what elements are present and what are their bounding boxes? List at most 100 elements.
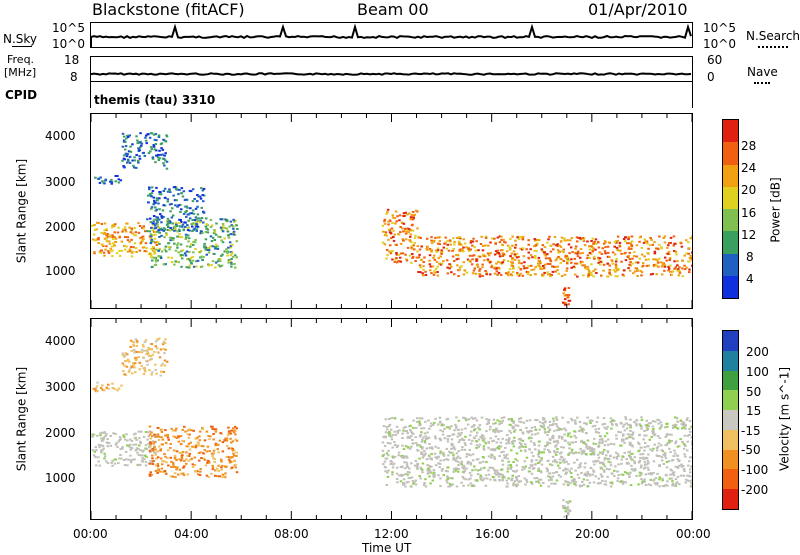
scatter-cell — [156, 218, 159, 221]
scatter-cell — [135, 351, 139, 353]
scatter-cell — [214, 266, 217, 269]
scatter-cell — [484, 474, 488, 477]
scatter-cell — [528, 419, 532, 422]
scatter-cell — [235, 439, 239, 442]
scatter-cell — [221, 441, 225, 444]
scatter-cell — [596, 431, 599, 434]
scatter-cell — [162, 340, 166, 343]
scatter-cell — [197, 444, 200, 447]
scatter-cell — [180, 236, 184, 239]
scatter-cell — [462, 439, 466, 442]
scatter-cell — [452, 470, 455, 473]
scatter-cell — [555, 444, 558, 447]
scatter-cell — [399, 480, 403, 483]
scatter-cell — [418, 475, 421, 478]
scatter-cell — [446, 438, 450, 441]
scatter-cell — [200, 206, 203, 209]
scatter-cell — [449, 243, 452, 246]
scatter-cell — [444, 469, 448, 472]
scatter-cell — [433, 270, 436, 273]
scatter-cell — [467, 247, 470, 250]
scatter-cell — [546, 475, 550, 478]
scatter-cell — [661, 479, 664, 482]
scatter-cell — [138, 440, 142, 443]
scatter-cell — [386, 208, 390, 211]
scatter-cell — [683, 470, 686, 472]
scatter-cell — [603, 250, 607, 253]
scatter-cell — [458, 269, 461, 271]
scatter-cell — [114, 241, 118, 243]
scatter-cell — [226, 254, 229, 257]
scatter-cell — [222, 475, 226, 478]
scatter-cell — [527, 265, 530, 268]
scatter-cell — [472, 237, 475, 240]
scatter-cell — [230, 461, 233, 463]
scatter-cell — [423, 256, 426, 259]
scatter-cell — [603, 240, 607, 243]
scatter-cell — [597, 241, 600, 243]
scatter-cell — [452, 457, 455, 460]
scatter-cell — [621, 438, 624, 441]
scatter-cell — [597, 445, 600, 448]
scatter-cell — [99, 432, 102, 435]
scatter-cell — [154, 260, 158, 263]
scatter-cell — [662, 463, 666, 465]
scatter-cell — [474, 417, 477, 420]
scatter-cell — [175, 199, 178, 202]
colorbar-segment — [723, 469, 738, 490]
scatter-cell — [487, 420, 490, 423]
scatter-cell — [149, 437, 152, 440]
scatter-cell — [429, 482, 432, 485]
scatter-cell — [647, 462, 650, 465]
velocity-colorbar-label: Velocity [m s^-1] — [774, 367, 793, 471]
scatter-cell — [126, 250, 130, 253]
scatter-cell — [190, 262, 193, 265]
scatter-cell — [510, 449, 513, 452]
scatter-cell — [139, 141, 142, 144]
scatter-cell — [155, 197, 159, 200]
scatter-region — [148, 425, 239, 479]
scatter-cell — [399, 242, 403, 245]
scatter-cell — [615, 457, 619, 460]
scatter-cell — [116, 175, 119, 177]
scatter-cell — [160, 217, 164, 219]
scatter-cell — [397, 253, 400, 256]
scatter-cell — [156, 223, 159, 226]
scatter-cell — [612, 269, 616, 271]
scatter-cell — [478, 424, 482, 427]
velocity-colorbar — [722, 330, 739, 510]
scatter-cell — [440, 262, 444, 265]
scatter-cell — [163, 164, 166, 167]
scatter-cell — [187, 455, 191, 457]
scatter-cell — [97, 456, 100, 459]
scatter-cell — [501, 255, 505, 257]
scatter-cell — [185, 209, 188, 212]
scatter-cell — [652, 460, 656, 463]
scatter-cell — [402, 474, 405, 477]
scatter-cell — [393, 217, 397, 220]
scatter-cell — [461, 437, 464, 440]
scatter-cell — [684, 445, 687, 447]
scatter-cell — [219, 218, 222, 221]
scatter-cell — [392, 229, 395, 232]
scatter-cell — [159, 257, 163, 260]
scatter-cell — [174, 249, 178, 252]
scatter-cell — [151, 157, 155, 160]
scatter-cell — [510, 261, 513, 264]
scatter-cell — [93, 251, 96, 253]
noise-sky-underline — [12, 46, 32, 47]
scatter-cell — [517, 238, 521, 241]
scatter-cell — [663, 451, 667, 454]
scatter-cell — [455, 456, 459, 459]
scatter-cell — [149, 221, 153, 224]
colorbar-segment — [723, 390, 738, 411]
scatter-cell — [534, 480, 538, 483]
scatter-cell — [507, 271, 510, 274]
scatter-cell — [208, 450, 211, 453]
scatter-cell — [541, 426, 544, 428]
scatter-cell — [199, 249, 203, 252]
scatter-cell — [645, 463, 648, 466]
scatter-cell — [412, 244, 415, 247]
scatter-cell — [592, 242, 595, 245]
scatter-cell — [462, 273, 466, 276]
